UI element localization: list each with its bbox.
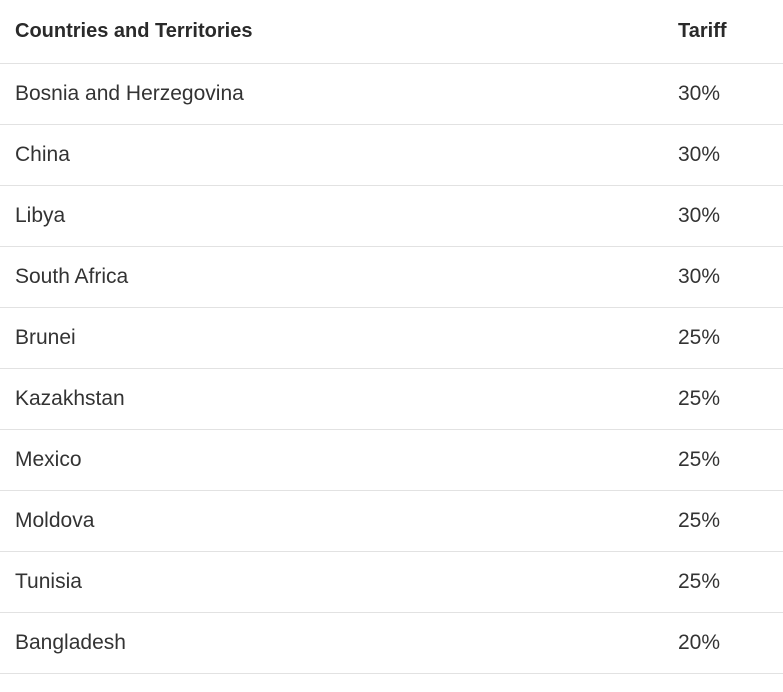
country-cell: Moldova xyxy=(0,490,668,552)
tariff-cell: 25% xyxy=(668,429,783,491)
table-body: Bosnia and Herzegovina 30% China 30% Lib… xyxy=(0,63,783,674)
table-row: Brunei 25% xyxy=(0,307,783,369)
country-cell: Bangladesh xyxy=(0,612,668,674)
table-row: Kazakhstan 25% xyxy=(0,368,783,430)
tariff-table-container: Countries and Territories Tariff Bosnia … xyxy=(0,0,783,674)
table-row: Moldova 25% xyxy=(0,490,783,552)
country-cell: China xyxy=(0,124,668,186)
tariff-cell: 25% xyxy=(668,307,783,369)
column-header-tariff: Tariff xyxy=(668,0,783,64)
country-cell: Kazakhstan xyxy=(0,368,668,430)
country-cell: Tunisia xyxy=(0,551,668,613)
country-cell: Mexico xyxy=(0,429,668,491)
tariff-cell: 25% xyxy=(668,490,783,552)
column-header-country: Countries and Territories xyxy=(0,0,668,64)
tariff-cell: 25% xyxy=(668,551,783,613)
tariff-cell: 20% xyxy=(668,612,783,674)
country-cell: Bosnia and Herzegovina xyxy=(0,63,668,125)
country-cell: Libya xyxy=(0,185,668,247)
table-row: Bosnia and Herzegovina 30% xyxy=(0,63,783,125)
country-cell: Brunei xyxy=(0,307,668,369)
tariff-cell: 30% xyxy=(668,63,783,125)
tariff-cell: 30% xyxy=(668,124,783,186)
table-row: Mexico 25% xyxy=(0,429,783,491)
tariff-cell: 25% xyxy=(668,368,783,430)
header-row: Countries and Territories Tariff xyxy=(0,0,783,64)
tariff-table: Countries and Territories Tariff Bosnia … xyxy=(0,0,783,674)
country-cell: South Africa xyxy=(0,246,668,308)
table-row: South Africa 30% xyxy=(0,246,783,308)
table-header: Countries and Territories Tariff xyxy=(0,0,783,64)
tariff-cell: 30% xyxy=(668,246,783,308)
table-row: Libya 30% xyxy=(0,185,783,247)
tariff-cell: 30% xyxy=(668,185,783,247)
table-row: Tunisia 25% xyxy=(0,551,783,613)
table-row: China 30% xyxy=(0,124,783,186)
table-row: Bangladesh 20% xyxy=(0,612,783,674)
